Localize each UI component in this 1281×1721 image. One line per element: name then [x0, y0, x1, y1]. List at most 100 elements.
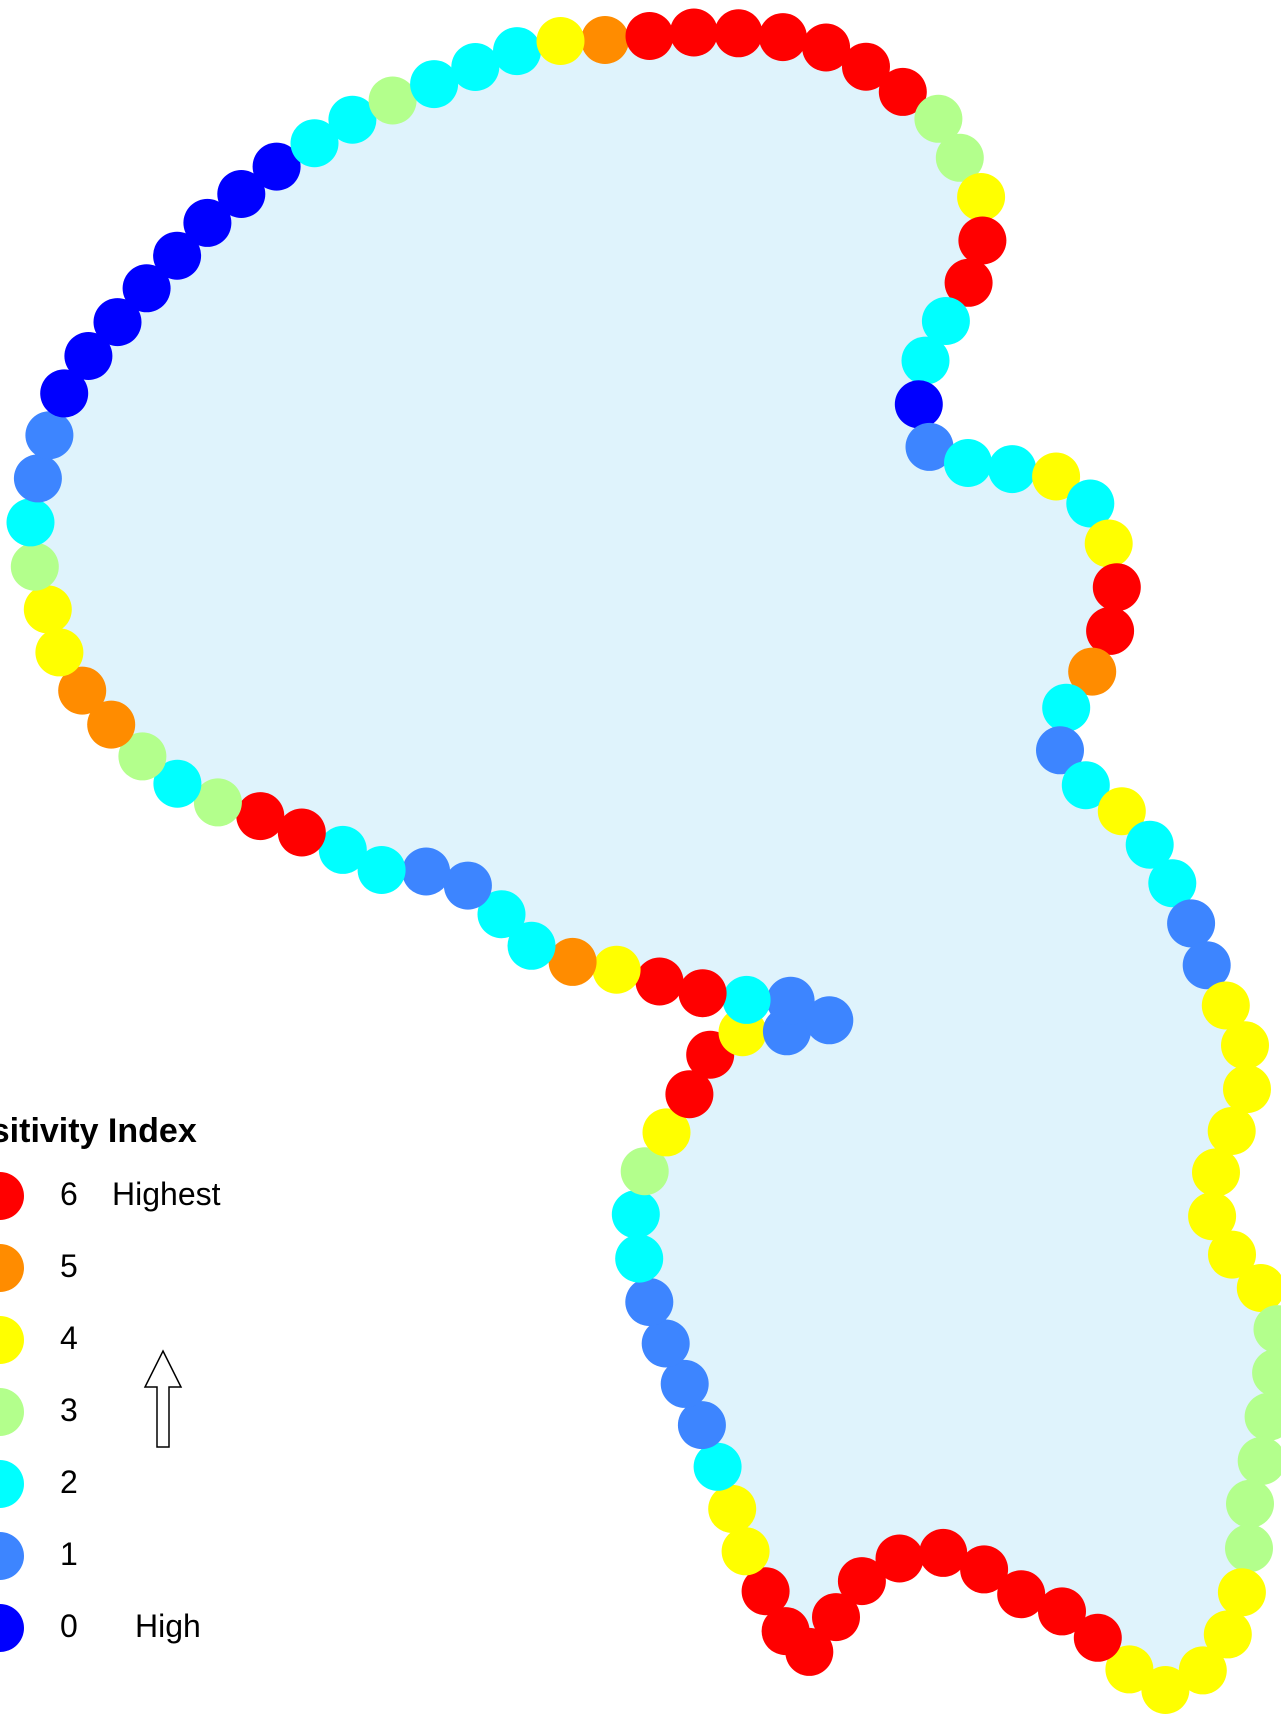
sensitivity-point: [236, 792, 285, 841]
sensitivity-point: [1105, 1645, 1154, 1694]
sensitivity-point: [23, 585, 72, 634]
sensitivity-point: [1141, 1666, 1190, 1714]
legend-value: 5: [60, 1248, 78, 1284]
sensitivity-point: [548, 937, 597, 986]
sensitivity-point: [58, 666, 107, 715]
sensitivity-point: [660, 1359, 709, 1408]
sensitivity-point: [802, 23, 851, 72]
legend-label: High: [135, 1608, 201, 1644]
sensitivity-point: [693, 1442, 742, 1491]
sensitivity-point: [402, 847, 451, 896]
sensitivity-point: [1188, 1192, 1237, 1241]
sensitivity-point: [1237, 1436, 1281, 1485]
sensitivity-point: [1178, 1646, 1227, 1695]
sensitivity-point: [193, 778, 242, 827]
sensitivity-point: [40, 369, 89, 418]
sensitivity-point: [1032, 452, 1081, 501]
legend-value: 6: [60, 1176, 78, 1212]
sensitivity-point: [988, 445, 1037, 494]
sensitivity-point: [1167, 899, 1216, 948]
up-arrow-icon: [143, 1349, 183, 1448]
sensitivity-point: [35, 628, 84, 677]
sensitivity-point: [153, 759, 202, 808]
sensitivity-point: [252, 142, 301, 191]
sensitivity-point: [93, 298, 142, 347]
sensitivity-point: [625, 1278, 674, 1326]
sensitivity-point: [625, 12, 674, 60]
legend-value: 3: [60, 1392, 78, 1428]
sensitivity-point: [1066, 479, 1115, 528]
sensitivity-point: [677, 1401, 726, 1450]
sensitivity-point: [1207, 1107, 1256, 1155]
legend-label: Highest: [112, 1176, 221, 1212]
sensitivity-point: [914, 94, 963, 143]
sensitivity-point: [905, 422, 954, 471]
legend-value: 4: [60, 1320, 78, 1356]
legend-value: 0: [60, 1608, 78, 1644]
sensitivity-point: [944, 258, 993, 307]
sensitivity-point: [118, 732, 167, 781]
sensitivity-point: [642, 1108, 691, 1157]
sensitivity-point: [122, 264, 171, 313]
sensitivity-point: [957, 173, 1006, 221]
sensitivity-point: [1244, 1392, 1281, 1441]
sensitivity-point: [477, 890, 526, 939]
sensitivity-point: [919, 1528, 968, 1577]
sensitivity-point: [1192, 1148, 1240, 1197]
sensitivity-point: [1252, 1348, 1281, 1397]
sensitivity-point: [1036, 726, 1084, 775]
sensitivity-point: [1201, 981, 1250, 1030]
sensitivity-point: [842, 42, 890, 91]
sensitivity-point: [921, 297, 970, 345]
sensitivity-point: [1042, 683, 1091, 732]
sensitivity-point: [665, 1070, 714, 1119]
sensitivity-point: [958, 216, 1007, 265]
sensitivity-point: [451, 43, 500, 91]
sensitivity-point: [1203, 1610, 1252, 1659]
sensitivity-point: [894, 380, 943, 429]
sensitivity-point: [6, 498, 55, 547]
sensitivity-point: [722, 975, 771, 1024]
sensitivity-point: [25, 411, 74, 460]
sensitivity-point: [87, 700, 136, 749]
sensitivity-point: [1226, 1479, 1274, 1528]
sensitivity-point: [761, 1607, 810, 1656]
sensitivity-point: [536, 17, 585, 65]
sensitivity-point: [944, 439, 992, 487]
legend-title: nsitivity Index: [0, 1112, 197, 1150]
sensitivity-point: [1182, 941, 1231, 990]
coastline-sensitivity-points: [6, 8, 1281, 1714]
sensitivity-point: [1217, 1568, 1266, 1617]
sensitivity-point: [901, 336, 950, 385]
sensitivity-point: [812, 1593, 860, 1642]
sensitivity-point: [153, 231, 202, 280]
sensitivity-point: [328, 95, 377, 144]
sensitivity-point: [183, 198, 232, 247]
sensitivity-point: [64, 332, 113, 380]
sensitivity-point: [1225, 1524, 1273, 1573]
sensitivity-point: [1208, 1230, 1256, 1279]
sensitivity-point: [741, 1567, 790, 1616]
sensitivity-point: [714, 9, 763, 58]
sensitivity-point: [1068, 647, 1117, 696]
legend-value: 2: [60, 1464, 78, 1500]
sensitivity-point: [805, 996, 854, 1045]
sensitivity-point: [1097, 787, 1146, 836]
sensitivity-point: [13, 454, 62, 503]
sensitivity-point: [1253, 1305, 1281, 1354]
sensitivity-point: [581, 16, 629, 64]
sensitivity-point: [615, 1234, 664, 1283]
sensitivity-point: [837, 1557, 886, 1606]
sensitivity-point: [410, 60, 459, 109]
sensitivity-point: [620, 1147, 669, 1196]
legend-value: 1: [60, 1536, 78, 1572]
sensitivity-point: [1236, 1264, 1281, 1312]
sensitivity-point: [766, 976, 815, 1025]
sensitivity-point: [1061, 761, 1110, 810]
sensitivity-point: [758, 13, 807, 62]
sensitivity-point: [641, 1319, 690, 1368]
sensitivity-point: [611, 1190, 660, 1239]
sensitivity-point: [669, 8, 718, 57]
sensitivity-point: [1125, 820, 1174, 869]
sensitivity-point: [635, 957, 684, 1006]
